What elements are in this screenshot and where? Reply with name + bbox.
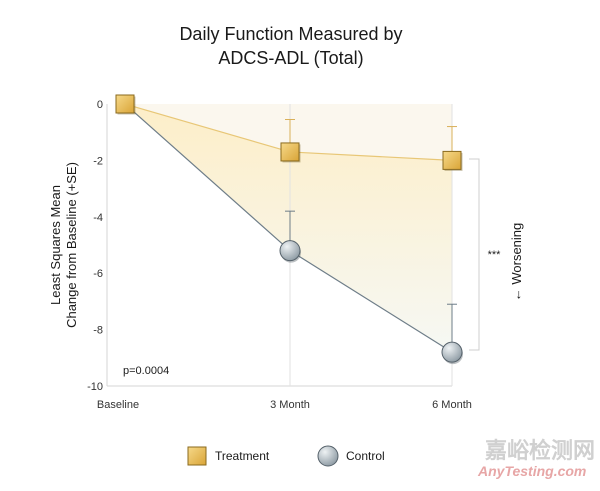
y-tick-2: -4	[93, 212, 103, 224]
treatment-marker-1	[280, 142, 300, 162]
x-tick-3-month: 3 Month	[270, 399, 310, 411]
control-marker-2	[441, 341, 463, 363]
x-tick-6-month: 6 Month	[432, 399, 472, 411]
chart-title-line-2: ADCS-ADL (Total)	[218, 48, 363, 68]
control-marker-1	[279, 240, 301, 262]
area-between-series	[125, 104, 452, 353]
y-tick-5: -10	[87, 381, 103, 393]
legend: Treatment Control	[187, 445, 385, 467]
y-tick-1: -2	[93, 155, 103, 167]
chart-title-line-1: Daily Function Measured by	[179, 24, 402, 44]
legend-control-swatch	[317, 445, 339, 467]
watermark-en: AnyTesting.com	[477, 463, 586, 479]
x-tick-baseline: Baseline	[97, 399, 139, 411]
x-ticks: Baseline 3 Month 6 Month	[97, 399, 472, 411]
area-layer	[125, 104, 452, 353]
legend-control-label: Control	[346, 449, 385, 463]
significance-stars: ***	[488, 249, 502, 261]
legend-treatment-label: Treatment	[215, 449, 270, 463]
y-axis-label: Least Squares Mean Change from Baseline …	[48, 162, 79, 328]
y-tick-0: 0	[97, 99, 103, 111]
treatment-marker-0	[115, 94, 135, 114]
y-tick-4: -8	[93, 325, 103, 337]
y-tick-3: -6	[93, 268, 103, 280]
worsening-label: ← Worsening	[509, 223, 524, 302]
treatment-marker-2	[442, 150, 462, 170]
y-axis-label-line-1: Least Squares Mean	[48, 185, 63, 305]
p-value-annotation: p=0.0004	[123, 365, 169, 377]
significance-bracket	[469, 158, 480, 351]
y-axis-label-line-2: Change from Baseline (+SE)	[64, 162, 79, 328]
watermark-cn: 嘉峪检测网	[485, 438, 595, 463]
series-layer	[115, 94, 463, 365]
area-above-treatment	[125, 104, 452, 161]
y-ticks: 0 -2 -4 -6 -8 -10	[87, 99, 103, 393]
legend-treatment-swatch	[187, 446, 207, 466]
